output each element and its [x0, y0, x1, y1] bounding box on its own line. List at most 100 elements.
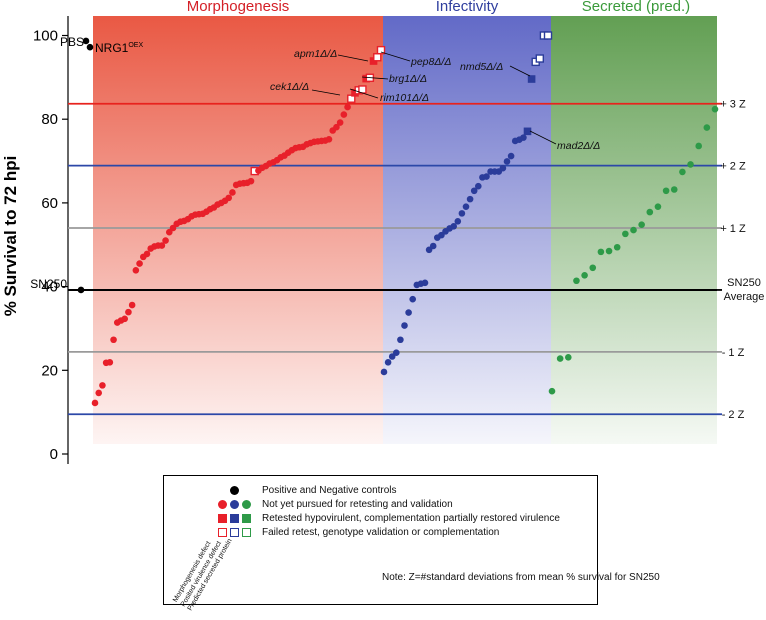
- data-point: [507, 152, 515, 160]
- data-point: [225, 194, 233, 202]
- data-point: [695, 142, 702, 150]
- data-point: [344, 103, 351, 111]
- legend-blue-square-icon: [230, 514, 239, 523]
- data-point: [470, 187, 478, 195]
- data-point: [409, 295, 417, 303]
- data-point: [613, 243, 621, 251]
- data-point-failed: [535, 54, 544, 63]
- data-point: [401, 322, 408, 329]
- legend-label-failed: Failed retest, genotype validation or co…: [262, 527, 500, 538]
- legend-green-hollow-square-icon: [242, 528, 251, 537]
- data-point: [421, 279, 429, 287]
- data-point: [229, 189, 236, 196]
- data-point: [679, 168, 686, 176]
- data-point: [475, 182, 482, 190]
- data-point: [573, 277, 580, 285]
- data-point: [336, 119, 344, 126]
- data-point: [429, 242, 437, 250]
- data-point: [687, 161, 694, 168]
- data-point: [384, 359, 392, 366]
- data-point: [662, 187, 670, 195]
- y-tick-label: 60: [41, 195, 58, 212]
- annotation-nmd5: nmd5Δ/Δ: [460, 61, 503, 73]
- data-point: [106, 359, 114, 366]
- data-point: [136, 260, 143, 267]
- data-point: [703, 124, 711, 131]
- data-point: [454, 218, 462, 225]
- y-tick-label: 40: [41, 279, 58, 296]
- data-point: [646, 208, 654, 216]
- annotation-pep8: pep8Δ/Δ: [410, 56, 451, 68]
- legend-label-confirmed: Retested hypovirulent, complementation p…: [262, 513, 560, 524]
- annotation-line-nmd5: [509, 65, 531, 77]
- data-point: [556, 355, 564, 362]
- region-title-morphogenesis: Morphogenesis: [187, 0, 290, 15]
- data-point: [565, 354, 572, 361]
- data-point: [589, 264, 597, 272]
- data-point: [125, 308, 132, 316]
- data-point: [450, 223, 458, 230]
- data-point: [143, 250, 151, 258]
- data-point: [393, 349, 400, 357]
- data-point-failed: [376, 45, 386, 55]
- data-point: [91, 399, 99, 407]
- annotation-mad2: mad2Δ/Δ: [557, 140, 600, 152]
- legend-red-square-icon: [218, 514, 227, 523]
- control-point: [77, 286, 85, 294]
- data-point: [158, 242, 166, 249]
- y-axis-label: % Survival to 72 hpi: [1, 156, 20, 317]
- data-point: [597, 248, 605, 256]
- legend-row-not-pursued: Not yet pursued for retesting and valida…: [218, 498, 453, 511]
- annotation-brg1: brg1Δ/Δ: [389, 73, 427, 85]
- y-tick-label: 0: [50, 446, 58, 463]
- data-point: [325, 135, 333, 143]
- data-point: [462, 203, 470, 210]
- data-point: [333, 123, 340, 131]
- data-point: [499, 164, 507, 172]
- data-point: [654, 203, 662, 210]
- legend-note: Note: Z=#standard deviations from mean %…: [382, 572, 660, 583]
- data-point: [483, 173, 490, 180]
- legend-label-not-pursued: Not yet pursued for retesting and valida…: [262, 499, 453, 510]
- y-tick-label: 20: [41, 362, 58, 379]
- region-infectivity: [383, 16, 551, 444]
- data-point: [132, 266, 140, 274]
- control-label: SN250: [30, 277, 67, 291]
- data-point: [397, 336, 404, 344]
- data-point: [247, 177, 255, 185]
- data-point: [711, 105, 719, 113]
- legend: Morphogenesis defect Posited virulence d…: [163, 475, 660, 612]
- data-point: [128, 301, 136, 309]
- reference-line-label: Average: [724, 291, 765, 303]
- control-point: [82, 37, 90, 45]
- annotation-line-pep8: [380, 51, 411, 62]
- data-point: [581, 272, 588, 279]
- control-label: NRG1OEX: [95, 41, 143, 55]
- annotation-apm1: apm1Δ/Δ: [294, 48, 337, 60]
- legend-green-square-icon: [242, 514, 251, 523]
- data-point: [466, 195, 474, 203]
- legend-row-failed: Failed retest, genotype validation or co…: [218, 526, 499, 539]
- reference-line-label: - 2 Z: [722, 409, 745, 421]
- data-point: [121, 315, 129, 323]
- annotation-line-apm1: [337, 54, 369, 62]
- data-point: [405, 309, 412, 316]
- annotation-line-brg1: [361, 76, 389, 80]
- data-point: [162, 237, 169, 244]
- legend-red-hollow-square-icon: [218, 528, 227, 537]
- data-point: [638, 221, 645, 228]
- data-point: [340, 111, 348, 118]
- region-morphogenesis: [93, 16, 383, 444]
- region-title-secreted: Secreted (pred.): [582, 0, 690, 15]
- data-point-failed: [543, 31, 553, 40]
- annotation-cek1: cek1Δ/Δ: [270, 81, 309, 93]
- data-point: [503, 158, 511, 165]
- data-point: [110, 336, 117, 344]
- data-point: [99, 382, 106, 389]
- data-point: [520, 134, 527, 141]
- data-point-confirmed: [527, 75, 536, 83]
- reference-line-label: - 1 Z: [722, 347, 745, 359]
- legend-blue-dot-icon: [230, 500, 239, 509]
- control-label: PBS: [60, 35, 84, 49]
